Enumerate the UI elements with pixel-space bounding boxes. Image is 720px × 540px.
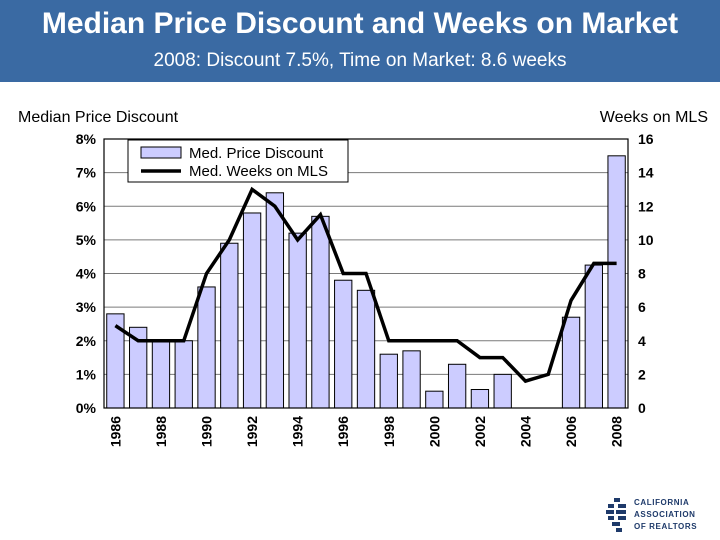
x-tick-label: 2002	[472, 416, 488, 447]
plot-border	[103, 138, 629, 409]
left-tick-label: 1%	[76, 366, 97, 382]
bar	[402, 350, 421, 409]
legend-label-weeks: Med. Weeks on MLS	[189, 163, 328, 180]
bar	[311, 215, 330, 409]
left-axis-title: Median Price Discount	[18, 109, 179, 126]
bar	[356, 289, 376, 409]
right-axis-title: Weeks on MLS	[599, 109, 708, 126]
x-tick-label: 2004	[517, 416, 533, 447]
car-logo: CALIFORNIA ASSOCIATION OF REALTORS	[604, 496, 716, 536]
right-tick-label: 2	[638, 366, 646, 382]
bar	[607, 155, 626, 409]
right-tick-label: 10	[638, 232, 654, 248]
bar	[561, 316, 581, 409]
bar	[447, 363, 467, 409]
x-tick-label: 1996	[335, 416, 351, 447]
bar	[197, 286, 216, 409]
page-subtitle: 2008: Discount 7.5%, Time on Market: 8.6…	[153, 50, 567, 71]
bar	[265, 192, 285, 409]
page-title: Median Price Discount and Weeks on Marke…	[41, 7, 679, 40]
legend-label-discount: Med. Price Discount	[189, 145, 324, 162]
bar	[288, 232, 307, 409]
bar	[174, 340, 193, 409]
x-tick-label: 1994	[290, 416, 306, 447]
bar	[584, 264, 603, 409]
left-tick-label: 6%	[76, 198, 97, 214]
bar	[493, 373, 512, 409]
x-tick-label: 1992	[244, 416, 260, 447]
weeks-line	[114, 186, 617, 384]
bar	[151, 340, 171, 409]
left-tick-label: 8%	[76, 131, 97, 147]
right-tick-label: 4	[638, 333, 646, 349]
x-tick-label: 1998	[381, 416, 397, 447]
left-tick-label: 7%	[76, 165, 97, 181]
right-tick-label: 6	[638, 299, 646, 315]
right-tick-label: 8	[638, 266, 646, 282]
car-logo-text: CALIFORNIA ASSOCIATION OF REALTORS	[634, 498, 698, 531]
bar	[242, 212, 262, 409]
legend-swatch-discount	[140, 146, 182, 159]
left-tick-label: 3%	[76, 299, 97, 315]
right-tick-label: 12	[638, 198, 654, 214]
bar	[425, 390, 444, 409]
x-tick-label: 2008	[609, 416, 625, 447]
left-tick-label: 2%	[76, 333, 97, 349]
right-tick-label: 0	[638, 400, 646, 416]
title-banner: Median Price Discount and Weeks on Marke…	[0, 0, 720, 82]
car-logo-icon	[606, 498, 626, 532]
left-tick-label: 0%	[76, 400, 97, 416]
x-tick-label: 1986	[107, 416, 123, 447]
left-tick-label: 4%	[76, 266, 97, 282]
x-tick-label: 1990	[199, 416, 215, 447]
right-tick-label: 14	[638, 165, 654, 181]
bar	[220, 242, 239, 409]
bar	[379, 353, 398, 409]
x-tick-label: 2000	[426, 416, 442, 447]
x-tick-label: 2006	[563, 416, 579, 447]
bar	[470, 389, 490, 409]
right-tick-label: 16	[638, 131, 654, 147]
left-tick-label: 5%	[76, 232, 97, 248]
bar	[334, 279, 353, 409]
x-tick-label: 1988	[153, 416, 169, 447]
